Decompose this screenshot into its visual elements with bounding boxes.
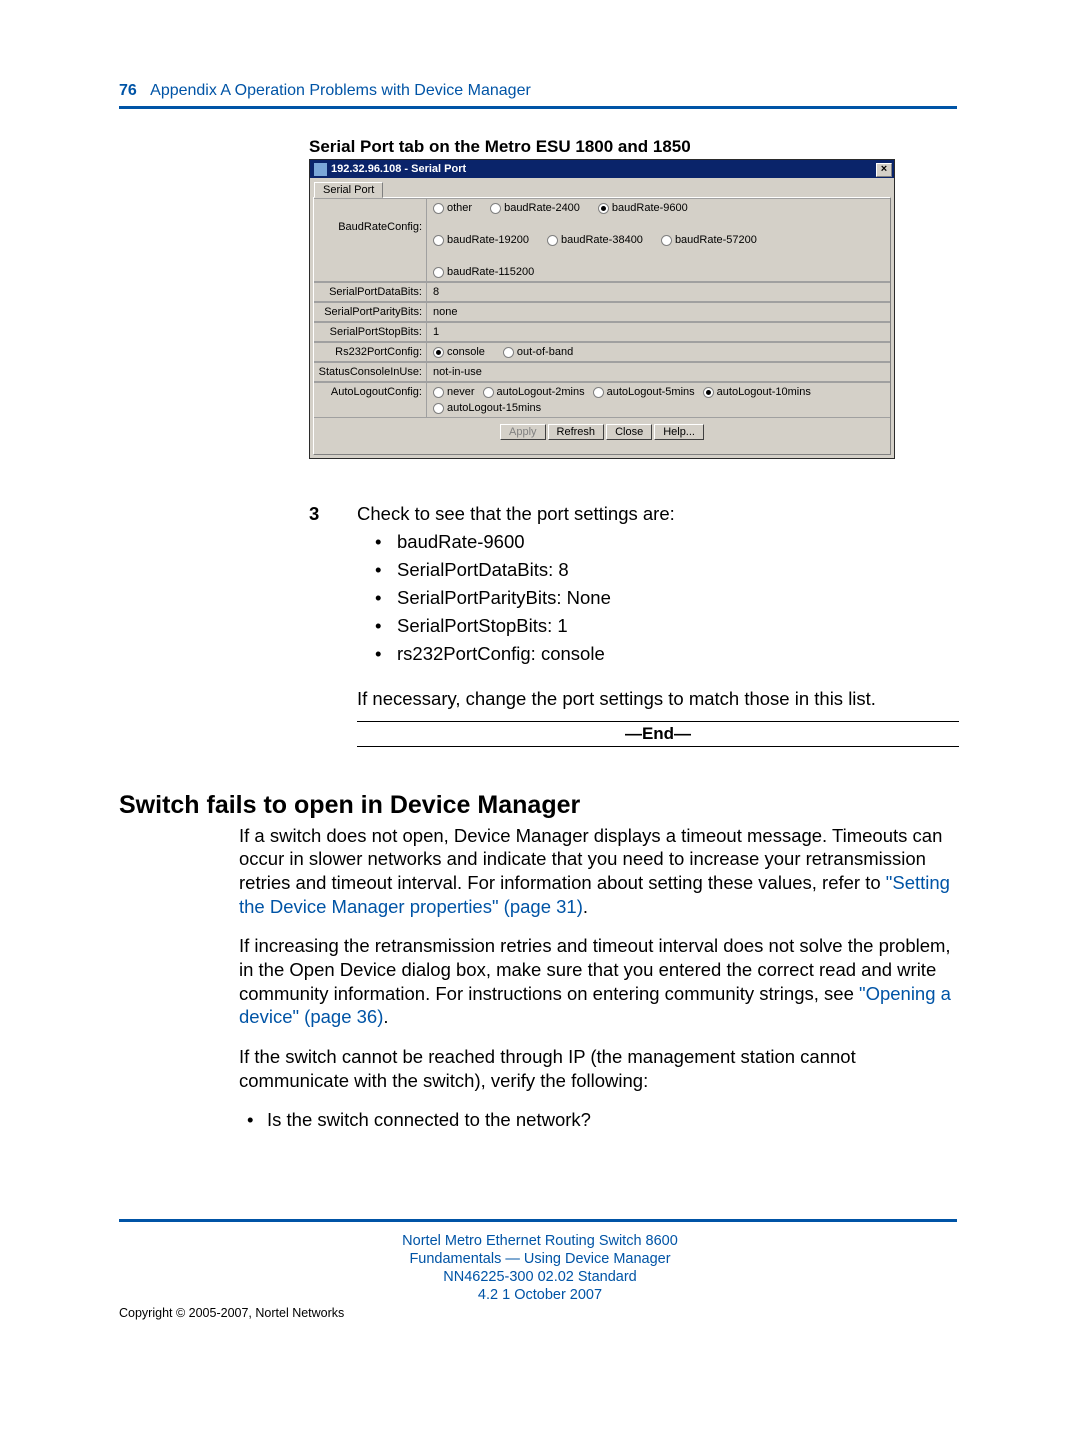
checklist: baudRate-9600 SerialPortDataBits: 8 Seri…: [397, 531, 956, 665]
radio-auto-5[interactable]: autoLogout-5mins: [593, 386, 695, 398]
figure-caption: Serial Port tab on the Metro ESU 1800 an…: [309, 137, 956, 157]
button-row: Apply Refresh Close Help...: [314, 418, 890, 454]
paragraph-3: If the switch cannot be reached through …: [239, 1045, 959, 1092]
label-autologout: AutoLogoutConfig:: [314, 382, 427, 418]
radio-baud-9600[interactable]: baudRate-9600: [598, 202, 688, 214]
radio-baud-115200[interactable]: baudRate-115200: [433, 266, 534, 278]
radio-auto-2[interactable]: autoLogout-2mins: [483, 386, 585, 398]
apply-button[interactable]: Apply: [500, 424, 546, 440]
value-databits: 8: [427, 282, 890, 302]
copyright: Copyright © 2005-2007, Nortel Networks: [119, 1306, 344, 1320]
radio-auto-10[interactable]: autoLogout-10mins: [703, 386, 811, 398]
list-item: baudRate-9600: [397, 531, 956, 553]
window-title: 192.32.96.108 - Serial Port: [331, 163, 466, 175]
step-3: 3 Check to see that the port settings ar…: [309, 503, 956, 525]
close-button[interactable]: Close: [606, 424, 652, 440]
close-icon[interactable]: ×: [876, 163, 892, 177]
value-status: not-in-use: [427, 362, 890, 382]
autologout-options: never autoLogout-2mins autoLogout-5mins …: [427, 382, 890, 418]
help-button[interactable]: Help...: [654, 424, 704, 440]
step-number: 3: [309, 503, 357, 525]
rs232-options: console out-of-band: [427, 342, 890, 362]
top-rule: [119, 106, 957, 109]
label-databits: SerialPortDataBits:: [314, 282, 427, 302]
after-list-text: If necessary, change the port settings t…: [357, 687, 959, 711]
bottom-rule: [119, 1219, 957, 1222]
serial-port-window: 192.32.96.108 - Serial Port × Serial Por…: [309, 159, 895, 459]
step-text: Check to see that the port settings are:: [357, 503, 675, 525]
label-status: StatusConsoleInUse:: [314, 362, 427, 382]
list-item: rs232PortConfig: console: [397, 643, 956, 665]
value-stopbits: 1: [427, 322, 890, 342]
footer: Nortel Metro Ethernet Routing Switch 860…: [0, 1232, 1080, 1305]
list-item: SerialPortParityBits: None: [397, 587, 956, 609]
list-item: Is the switch connected to the network?: [267, 1108, 959, 1132]
radio-console[interactable]: console: [433, 346, 485, 358]
radio-out-of-band[interactable]: out-of-band: [503, 346, 573, 358]
radio-never[interactable]: never: [433, 386, 475, 398]
radio-baud-57200[interactable]: baudRate-57200: [661, 234, 757, 246]
titlebar: 192.32.96.108 - Serial Port ×: [310, 160, 894, 178]
paragraph-2: If increasing the retransmission retries…: [239, 934, 959, 1029]
end-marker: —End—: [357, 721, 959, 747]
list-item: SerialPortStopBits: 1: [397, 615, 956, 637]
body-text: If a switch does not open, Device Manage…: [239, 824, 959, 1132]
heading-switch-fails: Switch fails to open in Device Manager: [119, 791, 956, 820]
label-stopbits: SerialPortStopBits:: [314, 322, 427, 342]
window-icon: [314, 163, 327, 176]
end-label: —End—: [357, 724, 959, 744]
tab-serial-port[interactable]: Serial Port: [314, 182, 383, 198]
running-head: 76 Appendix A Operation Problems with De…: [119, 82, 956, 100]
tab-strip: Serial Port: [310, 178, 894, 197]
list-item: SerialPortDataBits: 8: [397, 559, 956, 581]
label-baudrate: BaudRateConfig:: [314, 198, 427, 282]
paragraph-1: If a switch does not open, Device Manage…: [239, 824, 959, 919]
refresh-button[interactable]: Refresh: [548, 424, 605, 440]
radio-baud-2400[interactable]: baudRate-2400: [490, 202, 580, 214]
label-rs232: Rs232PortConfig:: [314, 342, 427, 362]
value-parity: none: [427, 302, 890, 322]
label-parity: SerialPortParityBits:: [314, 302, 427, 322]
panel: BaudRateConfig: other baudRate-2400 baud…: [313, 197, 891, 455]
radio-baud-38400[interactable]: baudRate-38400: [547, 234, 643, 246]
section-title: Appendix A Operation Problems with Devic…: [150, 82, 531, 99]
baudrate-options: other baudRate-2400 baudRate-9600 baudRa…: [427, 198, 890, 282]
radio-auto-15[interactable]: autoLogout-15mins: [433, 402, 541, 414]
radio-baud-19200[interactable]: baudRate-19200: [433, 234, 529, 246]
radio-other[interactable]: other: [433, 202, 472, 214]
page-number: 76: [119, 82, 137, 99]
